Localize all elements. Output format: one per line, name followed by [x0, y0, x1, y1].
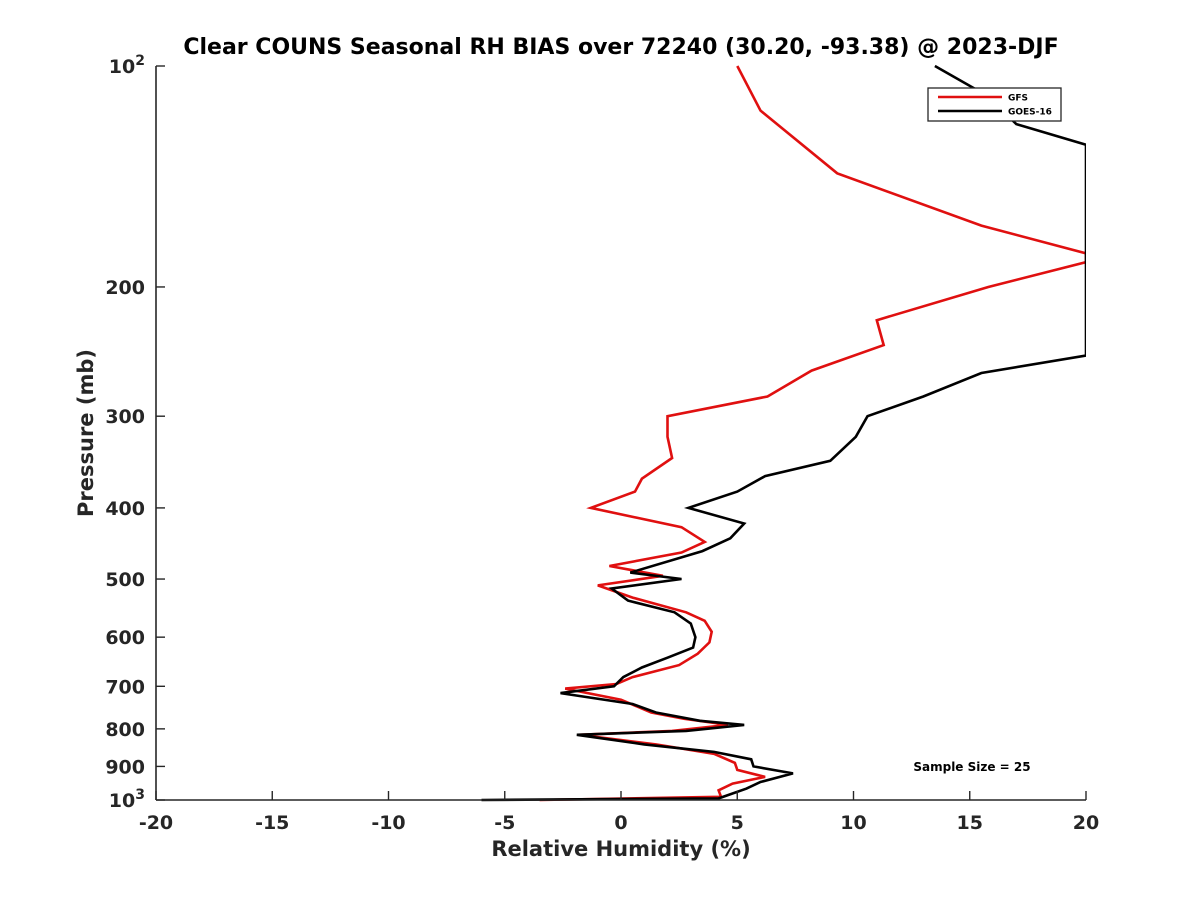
x-tick-label: 20: [1073, 812, 1099, 834]
y-axis-label: Pressure (mb): [74, 349, 98, 517]
x-tick-label: -15: [255, 812, 289, 834]
x-tick-label: 5: [731, 812, 744, 834]
axes-layer: -20 -15 -10 -5 0 5 10 15 20 102 200 300 400 500 600 700…: [105, 53, 1099, 834]
x-tick-label: 15: [957, 812, 983, 834]
sample-size-annotation: Sample Size = 25: [913, 760, 1030, 774]
y-tick-label: 103: [109, 787, 145, 812]
y-tick-label: 900: [105, 756, 145, 778]
legend-box: [927, 87, 1062, 122]
x-axis-label: Relative Humidity (%): [491, 837, 750, 861]
legend: GFS GOES-16: [927, 87, 1062, 122]
x-tick-label: -5: [494, 812, 515, 834]
legend-entry: GFS: [1008, 94, 1028, 104]
legend-entry: GOES-16: [1008, 108, 1052, 118]
y-tick-label: 200: [105, 277, 145, 299]
y-tick-label: 400: [105, 498, 145, 520]
series-layer: [481, 64, 1086, 802]
y-tick-label: 800: [105, 719, 145, 741]
y-tick-label: 500: [105, 569, 145, 591]
y-tick-label: 600: [105, 627, 145, 649]
y-tick-label: 102: [109, 53, 145, 78]
x-tick-label: 0: [614, 812, 627, 834]
x-tick-label: -20: [139, 812, 173, 834]
y-tick-label: 700: [105, 676, 145, 698]
series-line-goes-16: [481, 64, 1086, 802]
y-tick-label: 300: [105, 406, 145, 428]
chart-title: Clear COUNS Seasonal RH BIAS over 72240 …: [183, 35, 1058, 60]
x-tick-label: 10: [840, 812, 866, 834]
x-tick-label: -10: [371, 812, 405, 834]
